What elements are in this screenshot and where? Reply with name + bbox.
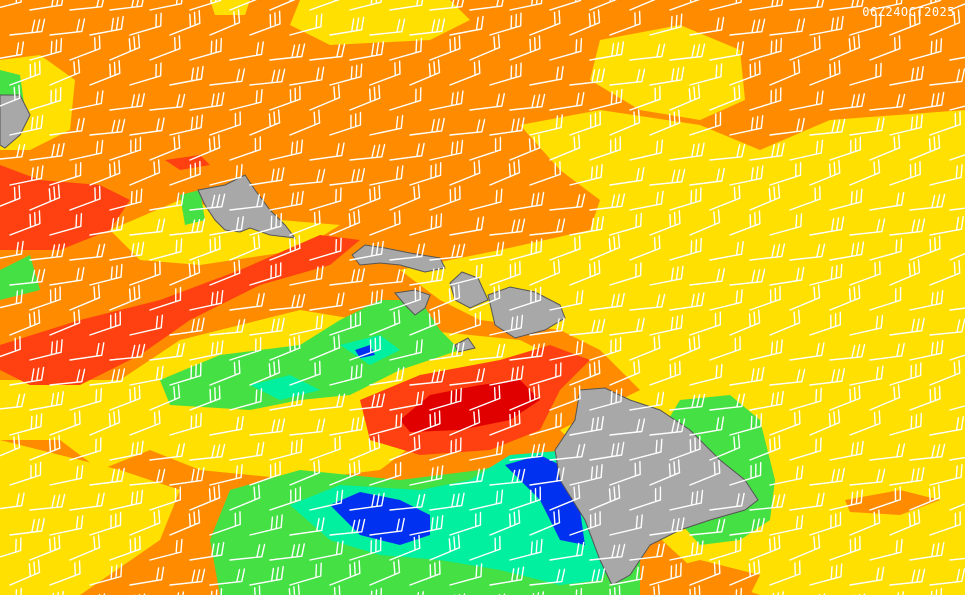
timestamp: 06Z24OCT2025 xyxy=(862,5,955,19)
